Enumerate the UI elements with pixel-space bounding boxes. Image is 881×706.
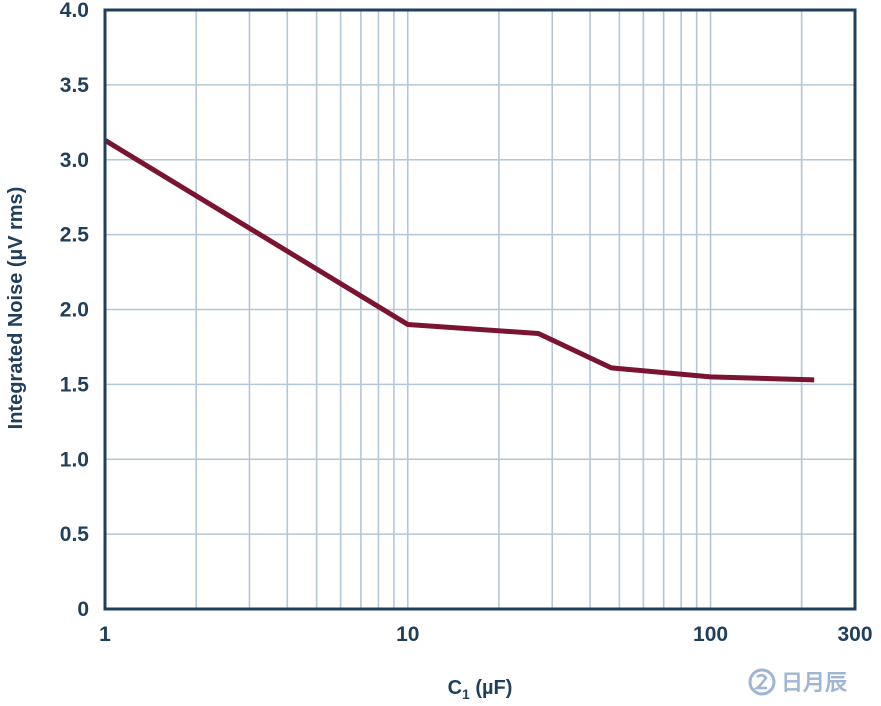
plot-frame (103, 8, 857, 611)
x-axis-title: C1 (µF) (448, 677, 513, 702)
y-tick-label: 2.5 (60, 224, 90, 247)
x-tick-label: 1 (99, 623, 111, 646)
x-tick-label: 100 (693, 623, 728, 646)
x-axis-title-unit: (µF) (470, 677, 513, 699)
y-tick-label: 0 (77, 598, 89, 621)
series-group (103, 138, 815, 383)
y-tick-label: 2.0 (60, 299, 89, 322)
watermark-text: 日月辰 (781, 671, 847, 696)
x-axis-title-subscript: 1 (462, 686, 470, 702)
y-tick-label: 0.5 (60, 523, 90, 546)
x-tick-label: 10 (396, 623, 419, 646)
y-tick-label: 3.0 (60, 149, 89, 172)
x-axis-title-main: C (448, 677, 462, 699)
watermark: 日月辰 (748, 668, 847, 696)
x-tick-labels: 1 10 100 300 (99, 623, 872, 646)
y-tick-label: 1.0 (60, 448, 89, 471)
y-tick-label: 4.0 (60, 0, 89, 22)
y-tick-labels: 0 0.5 1.0 1.5 2.0 2.5 3.0 3.5 4.0 (60, 0, 90, 621)
series-line (103, 138, 815, 383)
grid (105, 10, 855, 609)
watermark-logo-icon (748, 668, 776, 696)
y-tick-label: 3.5 (60, 74, 90, 97)
x-tick-label: 300 (837, 623, 872, 646)
y-axis-title: Integrated Noise (µV rms) (5, 187, 27, 430)
y-tick-label: 1.5 (60, 373, 90, 396)
